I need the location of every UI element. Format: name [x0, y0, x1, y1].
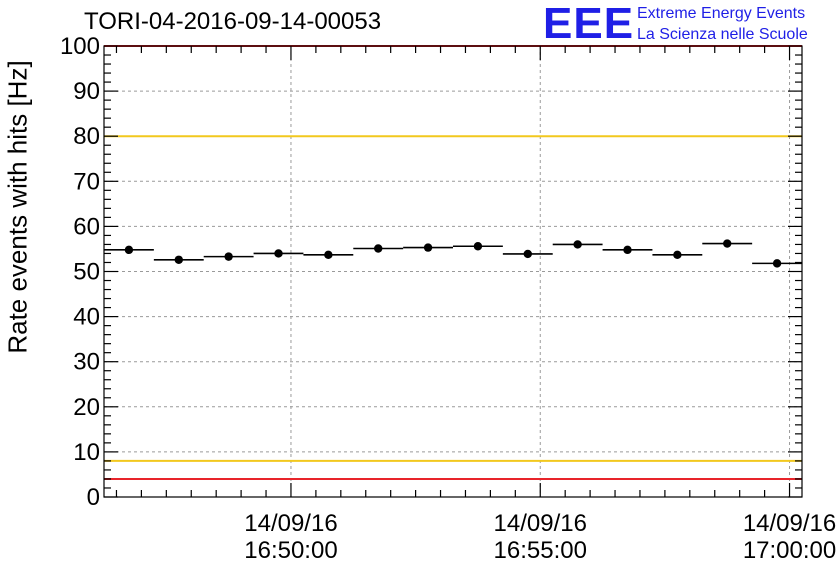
data-points — [104, 239, 802, 268]
data-point — [502, 249, 553, 259]
data-point-marker — [473, 242, 483, 251]
eee-logo: EEE — [543, 0, 635, 48]
y-tick-label: 100 — [60, 33, 100, 60]
data-point-marker — [723, 239, 732, 248]
data-point-marker — [324, 250, 333, 260]
chart-title: TORI-04-2016-09-14-00053 — [84, 8, 382, 35]
data-point-marker — [673, 250, 682, 260]
y-tick-label: 70 — [73, 168, 100, 195]
x-tick-label-date: 14/09/16 — [743, 510, 836, 537]
y-tick-label: 30 — [73, 349, 100, 376]
data-point — [702, 239, 753, 248]
data-point — [602, 245, 653, 255]
logo-caption-line2: La Scienza nelle Scuole — [637, 26, 808, 43]
data-point — [453, 242, 503, 251]
data-point — [104, 245, 154, 255]
x-tick-label-time: 17:00:00 — [743, 537, 836, 564]
y-tick-label: 50 — [73, 259, 100, 286]
data-point-marker — [423, 243, 433, 252]
y-tick-label: 90 — [73, 78, 100, 105]
axes — [103, 45, 803, 498]
data-point — [153, 255, 204, 264]
data-point — [303, 250, 354, 260]
data-point-marker — [124, 245, 134, 255]
data-point — [652, 250, 703, 260]
logo-caption: Extreme Energy Events La Scienza nelle S… — [637, 3, 808, 45]
y-axis-label-text: Rate events with hits [Hz] — [2, 60, 33, 354]
y-tick-label: 20 — [73, 394, 100, 421]
x-tick-label-time: 16:55:00 — [494, 537, 587, 564]
y-tick-label: 10 — [73, 439, 100, 466]
y-tick-label: 60 — [73, 213, 100, 240]
data-point-marker — [174, 255, 183, 264]
y-tick-label: 40 — [73, 304, 100, 331]
tick-labels: 010203040506070809010014/09/1616:50:0014… — [60, 33, 836, 564]
x-tick-label-time: 16:50:00 — [244, 537, 337, 564]
x-tick-label-date: 14/09/16 — [244, 510, 337, 537]
data-point — [203, 252, 254, 261]
data-point-marker — [772, 259, 782, 268]
data-point — [253, 249, 304, 258]
y-tick-label: 80 — [73, 123, 100, 150]
grid-lines — [104, 46, 802, 497]
data-point-marker — [573, 240, 582, 249]
reference-lines — [104, 45, 802, 480]
y-tick-label: 0 — [87, 484, 100, 511]
data-point-marker — [224, 252, 233, 261]
data-point — [403, 243, 453, 252]
data-point — [752, 259, 802, 268]
data-point-marker — [274, 249, 283, 258]
data-point — [353, 244, 404, 253]
data-point — [552, 240, 603, 249]
data-point-marker — [523, 249, 532, 259]
logo-caption-line1: Extreme Energy Events — [637, 5, 806, 22]
x-tick-label-date: 14/09/16 — [494, 510, 587, 537]
data-point-marker — [623, 245, 632, 255]
data-point-marker — [374, 244, 383, 253]
